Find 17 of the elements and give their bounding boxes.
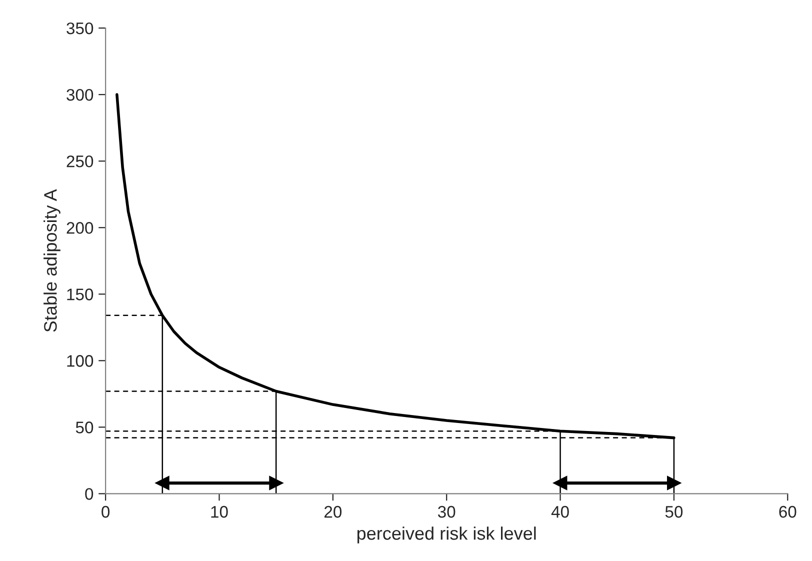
- x-tick-label: 20: [324, 506, 342, 518]
- x-axis-title: perceived risk isk level: [357, 526, 536, 544]
- y-axis-title: Stable adiposity A: [44, 189, 60, 332]
- y-tick-label: 300: [66, 88, 94, 101]
- y-tick-label: 150: [67, 288, 94, 300]
- x-tick-label: 50: [665, 506, 683, 518]
- y-tick-label: 350: [66, 22, 94, 34]
- x-tick-label: 60: [779, 506, 796, 518]
- y-tick-label: 100: [67, 355, 94, 367]
- x-tick-label: 10: [211, 506, 228, 518]
- y-tick-label: 200: [66, 222, 94, 234]
- y-tick-label: 50: [76, 422, 94, 434]
- y-tick-label: 250: [66, 155, 94, 168]
- x-tick-label: 40: [551, 506, 569, 518]
- y-tick-label: 0: [85, 488, 94, 500]
- x-tick-label: 30: [438, 506, 456, 518]
- x-tick-label: 0: [102, 506, 110, 518]
